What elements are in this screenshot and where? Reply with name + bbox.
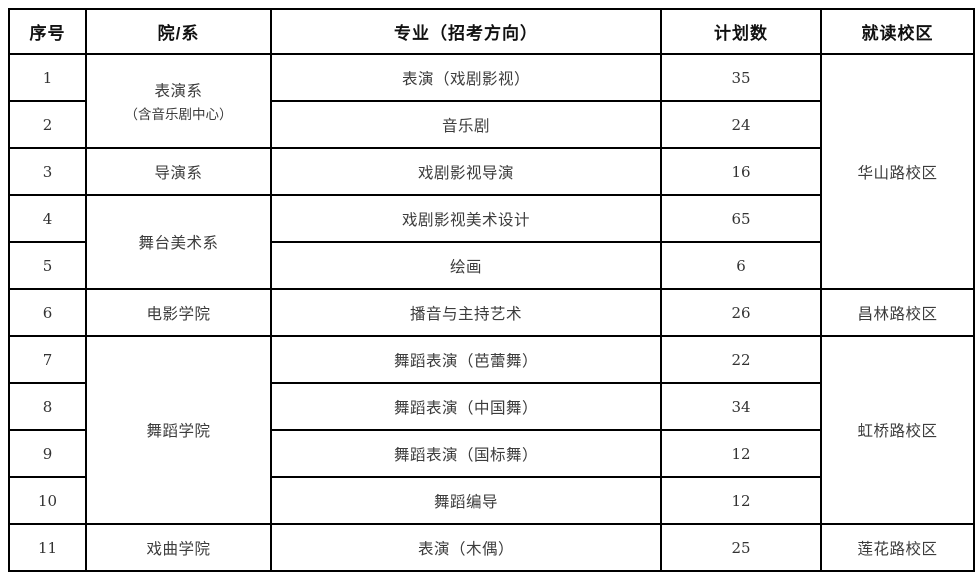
cell-no: 6 [8,288,87,337]
table-row: 6 电影学院 播音与主持艺术 26 昌林路校区 [8,288,975,337]
cell-no: 5 [8,241,87,290]
cell-campus: 昌林路校区 [820,288,975,337]
cell-major: 音乐剧 [270,100,662,149]
cell-plan: 25 [660,523,822,572]
cell-major: 表演（木偶） [270,523,662,572]
table-row: 4 舞台美术系 戏剧影视美术设计 65 [8,194,974,290]
cell-major: 舞蹈表演（国标舞） [270,429,662,478]
cell-no: 9 [8,429,87,478]
column-header-no: 序号 [8,8,87,55]
cell-major: 播音与主持艺术 [270,288,662,337]
column-header-major: 专业（招考方向） [270,8,662,55]
cell-plan: 12 [660,429,822,478]
dept-subtitle: （含音乐剧中心） [124,107,233,122]
cell-major: 舞蹈表演（中国舞） [270,382,662,431]
cell-dept: 舞台美术系 [85,194,272,290]
cell-major: 戏剧影视美术设计 [270,194,662,243]
enrollment-plan-table: 序号 院/系 专业（招考方向） 计划数 就读校区 1 表演系 （含音乐剧中心） … [8,8,975,572]
cell-dept: 舞蹈学院 [85,335,272,525]
cell-major: 表演（戏剧影视） [270,53,662,102]
enrollment-plan-table-container: 序号 院/系 专业（招考方向） 计划数 就读校区 1 表演系 （含音乐剧中心） … [8,8,975,572]
cell-no: 4 [8,194,87,243]
table-row: 11 戏曲学院 表演（木偶） 25 莲花路校区 [8,523,975,572]
cell-no: 7 [8,335,87,384]
table-row: 8 舞蹈表演（中国舞） 34 [8,382,974,431]
cell-plan: 12 [660,476,822,525]
table-row: 9 舞蹈表演（国标舞） 12 [8,429,974,478]
cell-plan: 6 [660,241,822,290]
table-row: 5 绘画 6 [8,241,974,290]
cell-plan: 24 [660,100,822,149]
column-header-dept: 院/系 [85,8,272,55]
dept-name: 表演系 [154,83,203,100]
cell-plan: 22 [660,335,822,384]
cell-major: 戏剧影视导演 [270,147,662,196]
header-row: 序号 院/系 专业（招考方向） 计划数 就读校区 [8,8,975,55]
cell-no: 10 [8,476,87,525]
cell-no: 8 [8,382,87,431]
cell-campus: 虹桥路校区 [820,335,975,525]
cell-no: 2 [8,100,87,149]
column-header-plan: 计划数 [660,8,822,55]
cell-major: 舞蹈编导 [270,476,662,525]
table-row: 3 导演系 戏剧影视导演 16 [8,147,974,196]
cell-campus: 华山路校区 [820,53,975,290]
cell-no: 11 [8,523,87,572]
table-row: 7 舞蹈学院 舞蹈表演（芭蕾舞） 22 虹桥路校区 [8,335,975,525]
cell-plan: 26 [660,288,822,337]
table-row: 10 舞蹈编导 12 [8,476,974,525]
cell-dept: 戏曲学院 [85,523,272,572]
cell-dept: 导演系 [85,147,272,196]
table-row: 2 音乐剧 24 [8,100,974,149]
cell-plan: 16 [660,147,822,196]
table-row: 1 表演系 （含音乐剧中心） 表演（戏剧影视） 35 华山路校区 [8,53,975,290]
cell-plan: 35 [660,53,822,102]
cell-no: 3 [8,147,87,196]
cell-no: 1 [8,53,87,102]
cell-plan: 34 [660,382,822,431]
column-header-campus: 就读校区 [820,8,975,55]
cell-dept: 表演系 （含音乐剧中心） [85,53,272,149]
cell-campus: 莲花路校区 [820,523,975,572]
cell-major: 绘画 [270,241,662,290]
cell-major: 舞蹈表演（芭蕾舞） [270,335,662,384]
cell-plan: 65 [660,194,822,243]
cell-dept: 电影学院 [85,288,272,337]
